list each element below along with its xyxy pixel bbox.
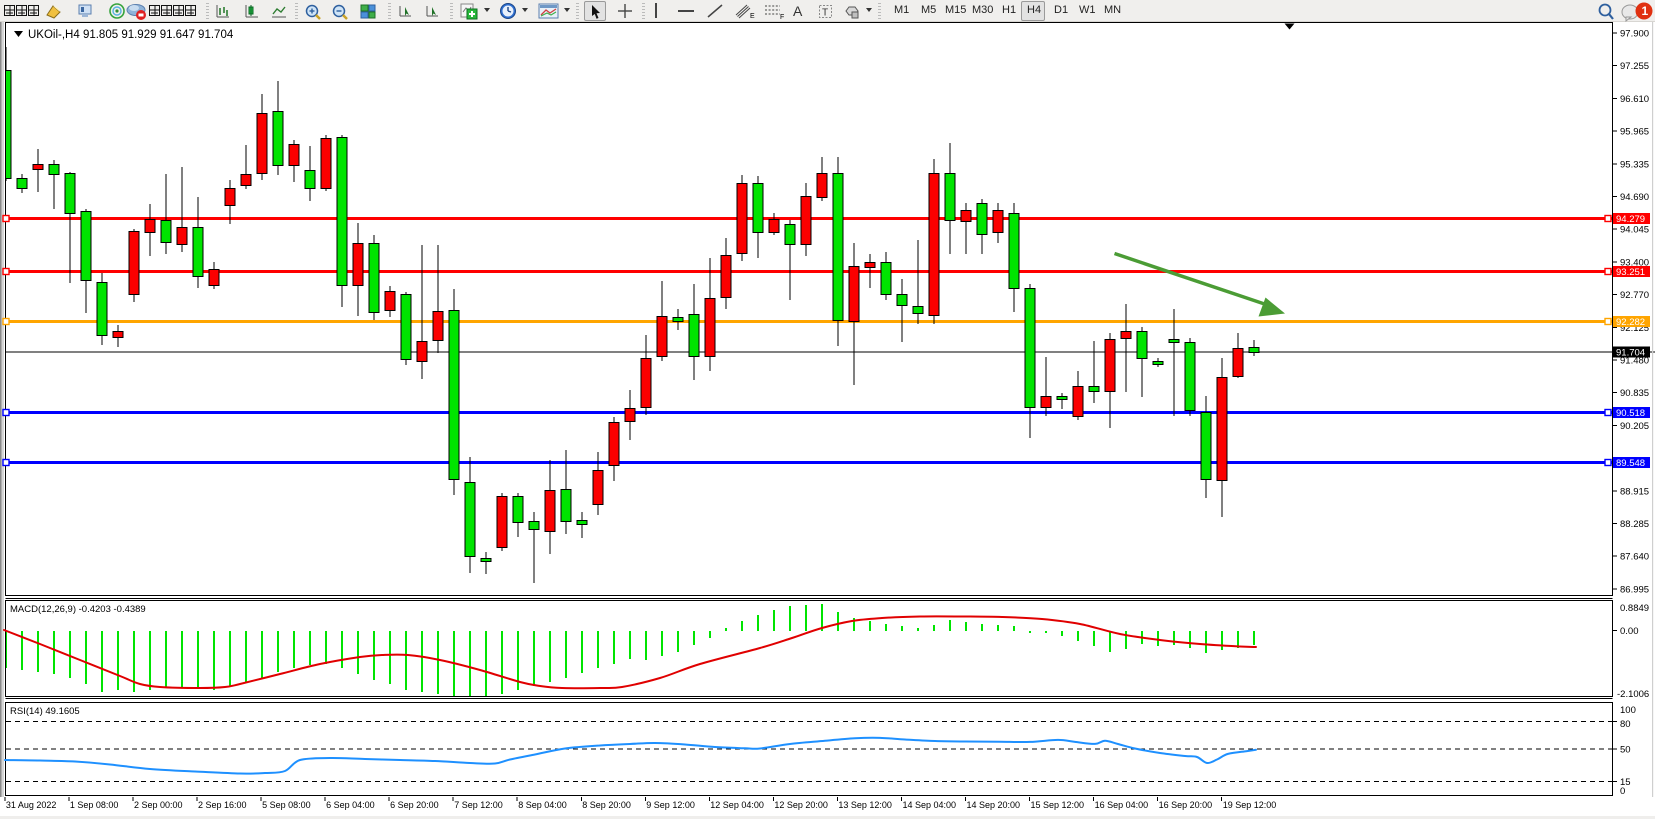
- svg-text:94.279: 94.279: [1616, 214, 1645, 225]
- svg-text:19 Sep 12:00: 19 Sep 12:00: [1223, 800, 1277, 810]
- svg-text:97.255: 97.255: [1620, 61, 1649, 72]
- svg-text:0.00: 0.00: [1620, 626, 1639, 637]
- svg-text:94.690: 94.690: [1620, 192, 1649, 203]
- svg-text:89.548: 89.548: [1616, 458, 1645, 469]
- svg-text:91.704: 91.704: [1616, 348, 1645, 359]
- svg-text:14 Sep 20:00: 14 Sep 20:00: [967, 800, 1021, 810]
- svg-text:95.335: 95.335: [1620, 159, 1649, 170]
- svg-text:87.640: 87.640: [1620, 552, 1649, 563]
- svg-text:6 Sep 20:00: 6 Sep 20:00: [390, 800, 439, 810]
- svg-text:95.965: 95.965: [1620, 127, 1649, 138]
- svg-text:1 Sep 08:00: 1 Sep 08:00: [70, 800, 119, 810]
- svg-text:E: E: [750, 13, 755, 20]
- svg-text:92.282: 92.282: [1616, 317, 1645, 328]
- svg-text:1: 1: [1642, 4, 1649, 18]
- svg-text:15 Sep 12:00: 15 Sep 12:00: [1031, 800, 1085, 810]
- svg-text:96.610: 96.610: [1620, 94, 1649, 105]
- svg-text:12 Sep 20:00: 12 Sep 20:00: [774, 800, 828, 810]
- svg-text:80: 80: [1620, 719, 1631, 730]
- svg-text:92.770: 92.770: [1620, 290, 1649, 301]
- svg-text:90.835: 90.835: [1620, 388, 1649, 399]
- svg-text:31 Aug 2022: 31 Aug 2022: [6, 800, 57, 810]
- svg-text:13 Sep 12:00: 13 Sep 12:00: [838, 800, 892, 810]
- svg-text:RSI(14) 49.1605: RSI(14) 49.1605: [10, 706, 80, 717]
- svg-text:T: T: [822, 8, 828, 19]
- svg-text:MACD(12,26,9) -0.4203 -0.4389: MACD(12,26,9) -0.4203 -0.4389: [10, 604, 146, 615]
- svg-text:2 Sep 00:00: 2 Sep 00:00: [134, 800, 183, 810]
- svg-text:97.900: 97.900: [1620, 29, 1649, 40]
- svg-text:8 Sep 04:00: 8 Sep 04:00: [518, 800, 567, 810]
- svg-text:7 Sep 12:00: 7 Sep 12:00: [454, 800, 503, 810]
- svg-text:100: 100: [1620, 705, 1636, 716]
- svg-text:8 Sep 20:00: 8 Sep 20:00: [582, 800, 631, 810]
- svg-text:5 Sep 08:00: 5 Sep 08:00: [262, 800, 311, 810]
- svg-text:15: 15: [1620, 777, 1631, 788]
- svg-text:88.915: 88.915: [1620, 486, 1649, 497]
- svg-text:16 Sep 20:00: 16 Sep 20:00: [1159, 800, 1213, 810]
- svg-text:93.251: 93.251: [1616, 267, 1645, 278]
- svg-text:93.400: 93.400: [1620, 257, 1649, 268]
- svg-text:90.518: 90.518: [1616, 408, 1645, 419]
- svg-text:16 Sep 04:00: 16 Sep 04:00: [1095, 800, 1149, 810]
- svg-text:F: F: [780, 14, 784, 20]
- svg-text:92.125: 92.125: [1620, 323, 1649, 334]
- svg-text:2 Sep 16:00: 2 Sep 16:00: [198, 800, 247, 810]
- svg-text:50: 50: [1620, 745, 1631, 756]
- svg-text:9 Sep 12:00: 9 Sep 12:00: [646, 800, 695, 810]
- svg-text:6 Sep 04:00: 6 Sep 04:00: [326, 800, 375, 810]
- svg-text:86.995: 86.995: [1620, 584, 1649, 595]
- svg-text:UKOil-,H4 91.805 91.929 91.64: UKOil-,H4 91.805 91.929 91.647 91.704: [28, 29, 234, 41]
- svg-text:0: 0: [1620, 786, 1625, 797]
- svg-text:0.8849: 0.8849: [1620, 603, 1649, 614]
- svg-text:-2.1006: -2.1006: [1617, 689, 1649, 700]
- svg-text:14 Sep 04:00: 14 Sep 04:00: [903, 800, 957, 810]
- svg-text:94.045: 94.045: [1620, 225, 1649, 236]
- svg-text:12 Sep 04:00: 12 Sep 04:00: [710, 800, 764, 810]
- svg-text:90.205: 90.205: [1620, 421, 1649, 432]
- svg-text:88.285: 88.285: [1620, 519, 1649, 530]
- svg-text:91.480: 91.480: [1620, 356, 1649, 367]
